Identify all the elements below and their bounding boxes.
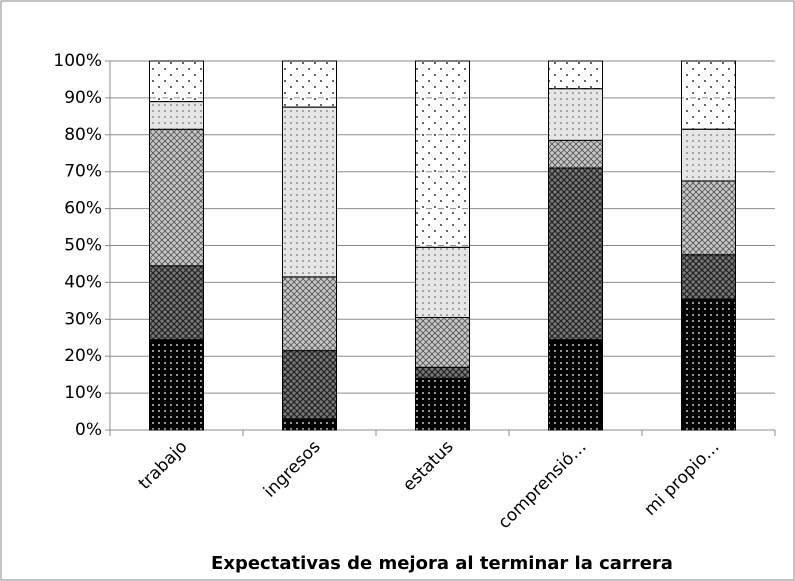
bar-segment bbox=[282, 276, 337, 352]
bar-segment bbox=[282, 106, 337, 278]
bar-segment bbox=[548, 167, 603, 341]
y-tick-label: 60% bbox=[64, 199, 102, 219]
bar-segment bbox=[415, 246, 470, 318]
bar-segment bbox=[548, 139, 603, 169]
y-tick-label: 0% bbox=[75, 420, 102, 440]
bar-segment bbox=[415, 60, 470, 248]
bar-segment bbox=[681, 180, 736, 256]
bar-segment bbox=[548, 60, 603, 90]
y-tick-label: 20% bbox=[64, 346, 102, 366]
bar-segment bbox=[548, 339, 603, 431]
y-tick-label: 80% bbox=[64, 125, 102, 145]
bar-segment bbox=[149, 339, 204, 431]
y-tick-label: 90% bbox=[64, 88, 102, 108]
y-tick-label: 40% bbox=[64, 272, 102, 292]
bar-segment bbox=[149, 101, 204, 130]
x-axis-title: Expectativas de mejora al terminar la ca… bbox=[211, 553, 673, 574]
y-tick-label: 100% bbox=[53, 51, 102, 71]
y-tick-label: 30% bbox=[64, 309, 102, 329]
bar-segment bbox=[149, 265, 204, 341]
bar-segment bbox=[415, 366, 470, 379]
bar-segment bbox=[681, 128, 736, 182]
bar-segment bbox=[415, 377, 470, 431]
y-tick-label: 10% bbox=[64, 383, 102, 403]
bar-segment bbox=[681, 254, 736, 300]
bar-segment bbox=[681, 298, 736, 431]
bar-segment bbox=[282, 350, 337, 420]
bar-segment bbox=[282, 60, 337, 108]
bar-segment bbox=[415, 316, 470, 368]
bar-segment bbox=[681, 60, 736, 130]
bar-segment bbox=[149, 128, 204, 267]
bar-segment bbox=[282, 418, 337, 431]
bar-segment bbox=[548, 88, 603, 141]
y-tick-label: 70% bbox=[64, 162, 102, 182]
y-tick-label: 50% bbox=[64, 236, 102, 256]
bar-segment bbox=[149, 60, 204, 103]
